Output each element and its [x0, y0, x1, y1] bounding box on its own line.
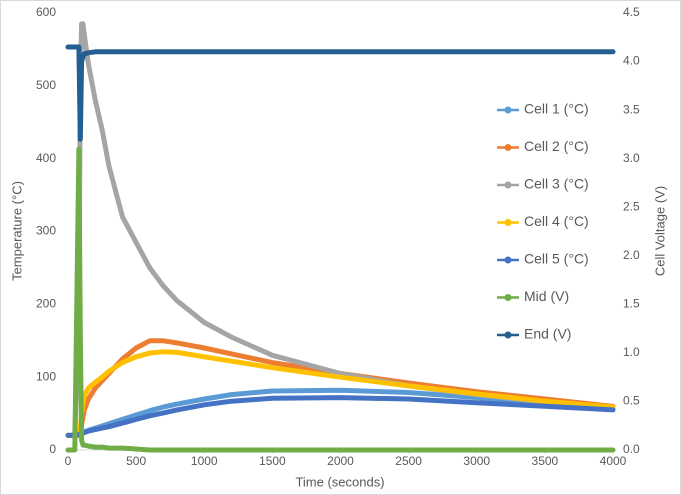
legend-text: Mid (V) — [524, 288, 569, 304]
series-line — [65, 21, 616, 438]
x-tick-label: 1500 — [259, 454, 286, 468]
x-tick-label: 0 — [65, 454, 72, 468]
y-tick-label: 200 — [36, 297, 56, 311]
y-tick-label: 300 — [36, 224, 56, 238]
y2-tick-label: 2.0 — [623, 248, 640, 262]
y-tick-label: 400 — [36, 151, 56, 165]
y2-tick-label: 0.5 — [623, 394, 640, 408]
legend-text: End (V) — [524, 326, 571, 342]
y-tick-label: 100 — [36, 369, 56, 383]
y2-tick-label: 3.5 — [623, 102, 640, 116]
legend-text: Cell 2 (°C) — [524, 138, 589, 154]
legend-marker — [504, 219, 512, 226]
legend-marker — [504, 256, 512, 264]
legend-text: Cell 5 (°C) — [524, 251, 589, 267]
x-tick-label: 2500 — [395, 454, 422, 468]
legend-marker — [504, 144, 512, 151]
legend-text: Cell 1 (°C) — [524, 101, 589, 117]
x-tick-label: 3500 — [532, 454, 559, 468]
y2-tick-label: 3.0 — [623, 151, 640, 165]
y2-tick-label: 4.0 — [623, 54, 640, 68]
y-tick-label: 0 — [49, 442, 56, 456]
y2-tick-label: 4.5 — [623, 5, 640, 19]
legend-marker — [504, 106, 512, 114]
x-tick-label: 2000 — [327, 454, 354, 468]
y-tick-label: 500 — [36, 78, 56, 92]
legend-marker — [504, 294, 512, 301]
x-tick-label: 500 — [126, 454, 146, 468]
x-axis-title: Time (seconds) — [295, 474, 384, 489]
y2-tick-label: 1.5 — [623, 297, 640, 311]
y2-tick-label: 2.5 — [623, 199, 640, 213]
legend-text: Cell 3 (°C) — [524, 176, 589, 192]
series-line — [65, 146, 616, 453]
y2-axis-title: Cell Voltage (V) — [652, 186, 667, 276]
y-tick-label: 600 — [36, 5, 56, 19]
legend-marker — [504, 331, 512, 339]
y-axis-title: Temperature (°C) — [9, 181, 24, 281]
x-tick-label: 1000 — [191, 454, 218, 468]
series-line — [65, 44, 616, 142]
legend-marker — [504, 181, 512, 189]
legend-text: Cell 4 (°C) — [524, 213, 589, 229]
x-tick-label: 4000 — [600, 454, 627, 468]
y2-tick-label: 0.0 — [623, 442, 640, 456]
x-tick-label: 3000 — [463, 454, 490, 468]
y2-tick-label: 1.0 — [623, 345, 640, 359]
